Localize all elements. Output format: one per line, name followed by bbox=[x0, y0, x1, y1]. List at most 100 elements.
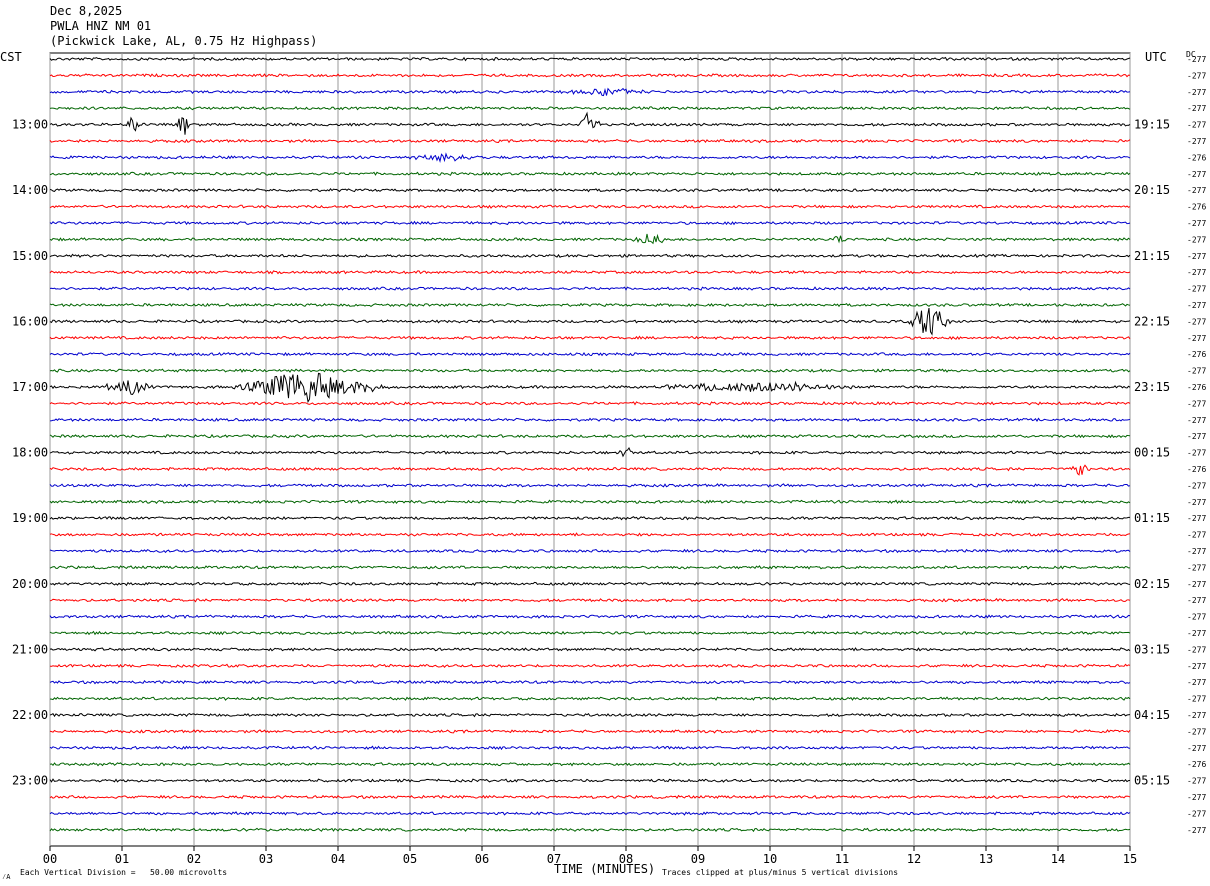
trace-row bbox=[49, 483, 1131, 488]
trace-row bbox=[49, 138, 1131, 144]
utc-hour-label: 03:15 bbox=[1134, 642, 1170, 656]
trace-row bbox=[49, 827, 1131, 833]
trace-row bbox=[49, 464, 1131, 476]
trace-row bbox=[49, 548, 1131, 554]
dc-offset-label: -277 bbox=[1187, 301, 1206, 310]
trace-row bbox=[49, 307, 1131, 336]
utc-axis-label: UTC bbox=[1145, 50, 1167, 64]
trace-row bbox=[49, 794, 1131, 800]
trace-row bbox=[49, 253, 1131, 259]
x-tick-label: 12 bbox=[907, 852, 921, 866]
dc-offset-label: -277 bbox=[1187, 235, 1206, 244]
trace-row bbox=[49, 105, 1131, 111]
x-tick-label: 13 bbox=[979, 852, 993, 866]
dc-offset-label: -277 bbox=[1187, 744, 1206, 753]
dc-offset-label: -277 bbox=[1187, 367, 1206, 376]
utc-hour-label: 19:15 bbox=[1134, 118, 1170, 132]
dc-offset-label: -276 bbox=[1187, 465, 1206, 474]
dc-offset-label: -277 bbox=[1187, 104, 1206, 113]
dc-offset-label: -277 bbox=[1187, 219, 1206, 228]
utc-hour-label: 00:15 bbox=[1134, 446, 1170, 460]
dc-offset-label: -277 bbox=[1187, 777, 1206, 786]
dc-offset-label: -277 bbox=[1187, 334, 1206, 343]
dc-offset-label: -277 bbox=[1187, 268, 1206, 277]
dc-offset-label: -277 bbox=[1187, 678, 1206, 687]
dc-offset-label: -277 bbox=[1187, 826, 1206, 835]
utc-hour-label: 01:15 bbox=[1134, 511, 1170, 525]
dc-offset-label: -276 bbox=[1187, 760, 1206, 769]
dc-offset-label: -276 bbox=[1187, 350, 1206, 359]
trace-row bbox=[49, 647, 1131, 652]
x-tick-label: 15 bbox=[1123, 852, 1137, 866]
trace-row bbox=[49, 302, 1131, 308]
trace-row bbox=[49, 630, 1131, 636]
traces bbox=[49, 56, 1131, 833]
dc-offset-label: -277 bbox=[1187, 432, 1206, 441]
dc-offset-label: -276 bbox=[1187, 383, 1206, 392]
cst-hour-label: 21:00 bbox=[12, 642, 48, 656]
trace-row bbox=[49, 532, 1131, 537]
dc-label: DC bbox=[1186, 50, 1196, 59]
trace-row bbox=[49, 87, 1131, 97]
plot-frame bbox=[49, 52, 1131, 847]
dc-offset-label: -277 bbox=[1187, 793, 1206, 802]
dc-offset-label: -277 bbox=[1187, 645, 1206, 654]
dc-offset-label: -277 bbox=[1187, 629, 1206, 638]
utc-hour-label: 23:15 bbox=[1134, 380, 1170, 394]
utc-hour-label: 04:15 bbox=[1134, 708, 1170, 722]
trace-row bbox=[49, 811, 1131, 816]
trace-row bbox=[49, 761, 1131, 767]
trace-row bbox=[49, 352, 1131, 357]
dc-offset-label: -277 bbox=[1187, 137, 1206, 146]
dc-offset-label: -277 bbox=[1187, 252, 1206, 261]
trace-row bbox=[49, 433, 1131, 439]
x-tick-label: 06 bbox=[475, 852, 489, 866]
cst-hour-label: 15:00 bbox=[12, 249, 48, 263]
x-tick-label: 01 bbox=[115, 852, 129, 866]
trace-row bbox=[49, 187, 1131, 193]
dc-offset-label: -277 bbox=[1187, 285, 1206, 294]
dc-offset-label: -277 bbox=[1187, 662, 1206, 671]
trace-row bbox=[49, 712, 1131, 718]
trace-row bbox=[49, 447, 1131, 458]
header-date: Dec 8,2025 bbox=[50, 4, 123, 18]
trace-row bbox=[49, 152, 1131, 163]
cst-hour-label: 19:00 bbox=[12, 511, 48, 525]
dc-offset-label: -277 bbox=[1187, 809, 1206, 818]
trace-row bbox=[49, 499, 1131, 505]
trace-row bbox=[49, 73, 1131, 78]
cst-hour-label: 20:00 bbox=[12, 577, 48, 591]
dc-offset-label: -277 bbox=[1187, 71, 1206, 80]
dc-offset-label: -277 bbox=[1187, 170, 1206, 179]
x-tick-label: 03 bbox=[259, 852, 273, 866]
x-tick-label: 11 bbox=[835, 852, 849, 866]
trace-row bbox=[49, 417, 1131, 422]
x-tick-label: 05 bbox=[403, 852, 417, 866]
trace-row bbox=[49, 663, 1131, 668]
utc-hour-label: 02:15 bbox=[1134, 577, 1170, 591]
trace-row bbox=[49, 401, 1131, 406]
cst-axis-label: CST bbox=[0, 50, 22, 64]
cst-hour-label: 14:00 bbox=[12, 183, 48, 197]
trace-row bbox=[49, 111, 1131, 135]
utc-hour-label: 20:15 bbox=[1134, 183, 1170, 197]
x-tick-label: 04 bbox=[331, 852, 345, 866]
x-axis-title: TIME (MINUTES) bbox=[554, 862, 655, 876]
trace-row bbox=[49, 696, 1131, 701]
trace-row bbox=[49, 220, 1131, 226]
x-tick-label: 00 bbox=[43, 852, 57, 866]
trace-row bbox=[49, 745, 1131, 751]
x-tick-label: 08 bbox=[619, 852, 633, 866]
dc-offset-label: -276 bbox=[1187, 203, 1206, 212]
dc-offset-label: -277 bbox=[1187, 613, 1206, 622]
trace-row bbox=[49, 614, 1131, 619]
utc-hour-label: 05:15 bbox=[1134, 774, 1170, 788]
header-location: (Pickwick Lake, AL, 0.75 Hz Highpass) bbox=[50, 34, 318, 48]
utc-hour-label: 21:15 bbox=[1134, 249, 1170, 263]
dc-offset-label: -277 bbox=[1187, 317, 1206, 326]
dc-offset-label: -277 bbox=[1187, 547, 1206, 556]
x-tick-label: 14 bbox=[1051, 852, 1065, 866]
trace-row bbox=[49, 171, 1131, 176]
cst-hour-label: 16:00 bbox=[12, 314, 48, 328]
dc-offset-label: -277 bbox=[1187, 416, 1206, 425]
